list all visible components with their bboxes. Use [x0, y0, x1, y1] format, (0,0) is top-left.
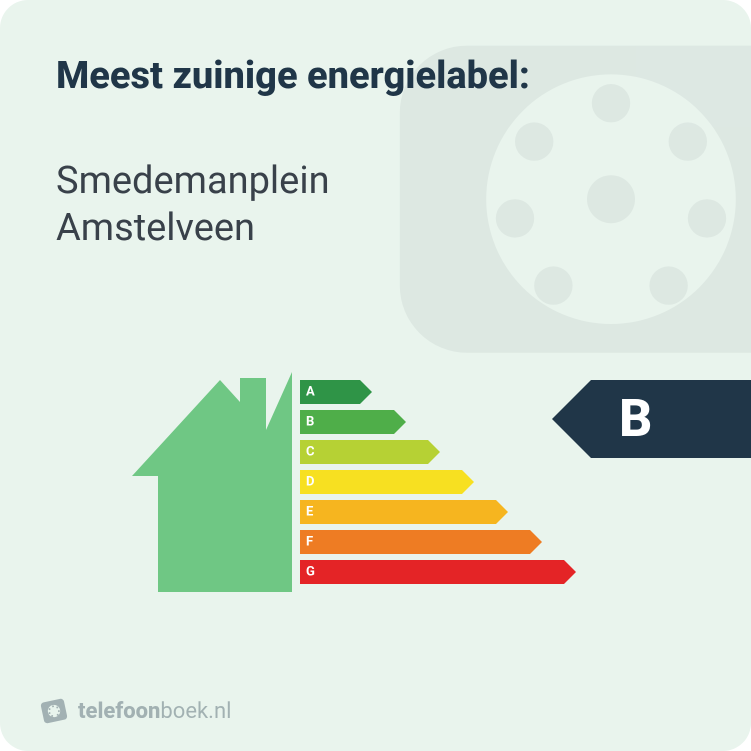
energy-bar-body: C: [300, 440, 428, 464]
energy-chart: ABCDEFG B: [0, 360, 751, 620]
footer-brand-rest: boek: [160, 699, 208, 724]
energy-bar-label: E: [306, 505, 313, 520]
energy-bar-label: C: [306, 445, 315, 460]
card-title: Meest zuinige energielabel:: [56, 56, 695, 98]
energy-label-card: Meest zuinige energielabel: Smedemanplei…: [0, 0, 751, 751]
energy-bar-e: E: [300, 500, 564, 524]
rating-badge: B: [591, 380, 751, 458]
energy-bars: ABCDEFG: [300, 380, 564, 590]
rating-badge-letter: B: [619, 393, 652, 445]
footer-brand-bold: telefoon: [78, 699, 160, 724]
energy-bar-a: A: [300, 380, 564, 404]
energy-bar-body: G: [300, 560, 564, 584]
subtitle-line1: Smedemanplein: [56, 159, 330, 203]
phonebook-icon: [37, 694, 70, 727]
footer-brand: telefoonboek.nl: [40, 697, 231, 725]
energy-bar-f: F: [300, 530, 564, 554]
energy-bar-body: F: [300, 530, 530, 554]
energy-bar-g: G: [300, 560, 564, 584]
energy-bar-d: D: [300, 470, 564, 494]
energy-bar-body: E: [300, 500, 496, 524]
subtitle-line2: Amstelveen: [56, 206, 255, 250]
energy-bar-label: A: [306, 385, 315, 400]
energy-bar-body: B: [300, 410, 394, 434]
energy-bar-label: B: [306, 415, 314, 430]
footer-brand-text: telefoonboek.nl: [78, 699, 231, 724]
energy-bar-c: C: [300, 440, 564, 464]
energy-bar-label: F: [306, 535, 313, 550]
energy-bar-label: G: [306, 565, 315, 580]
energy-bar-label: D: [306, 475, 314, 490]
energy-bar-body: A: [300, 380, 360, 404]
energy-bar-b: B: [300, 410, 564, 434]
house-icon: [132, 372, 292, 592]
footer-brand-tld: .nl: [208, 699, 231, 724]
card-subtitle: Smedemanplein Amstelveen: [56, 158, 695, 253]
energy-bar-body: D: [300, 470, 462, 494]
